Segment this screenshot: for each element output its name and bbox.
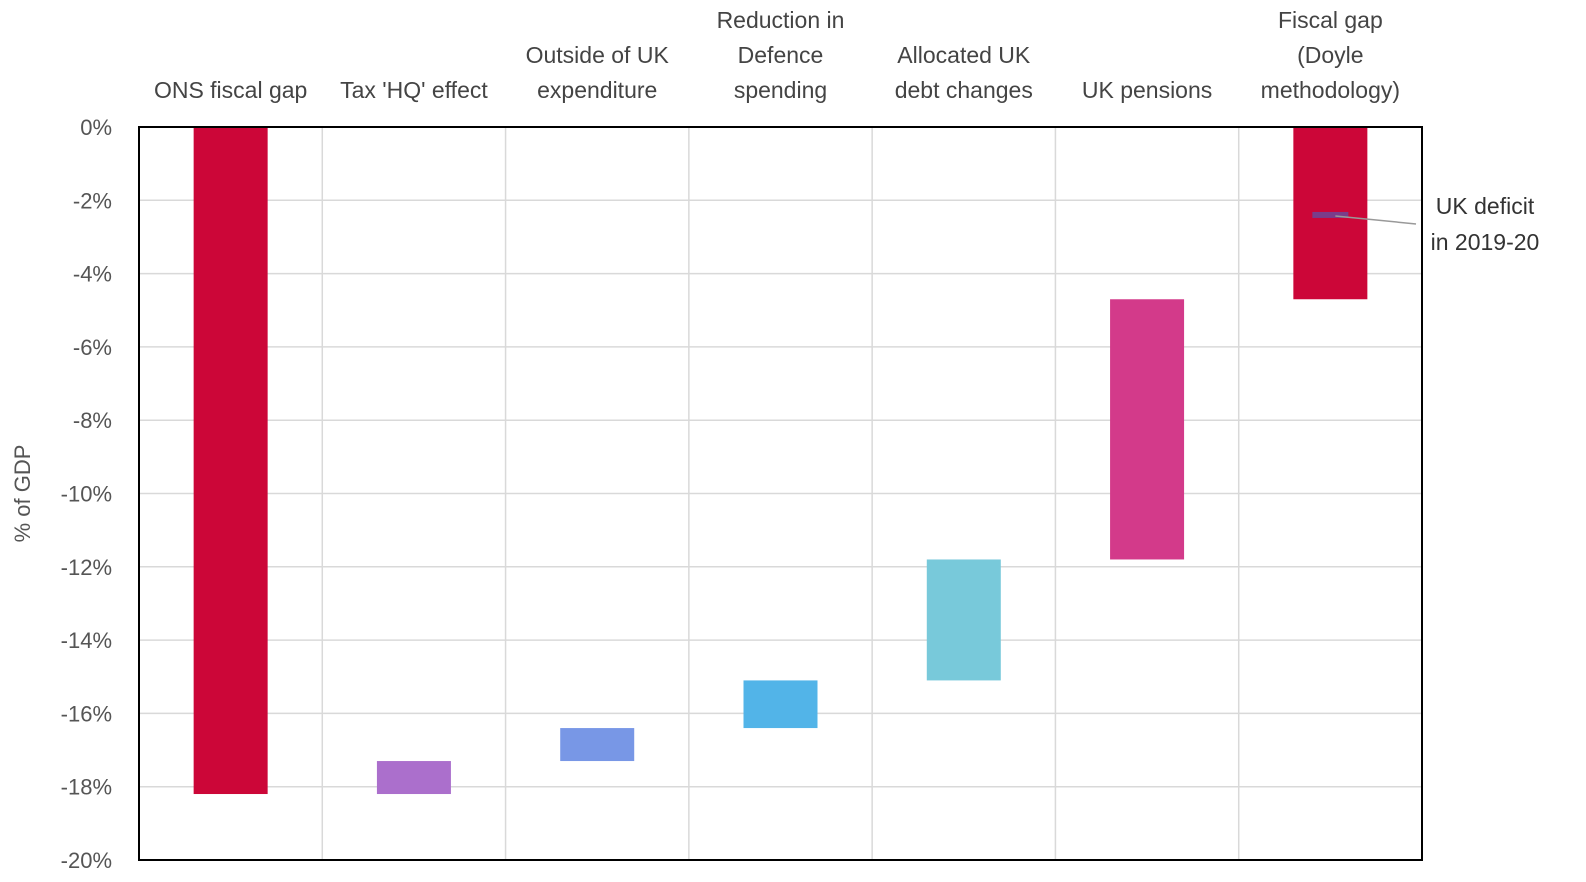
leader-line [1335, 215, 1417, 225]
category-label-line: Reduction in [717, 7, 845, 33]
y-tick-label: -12% [61, 555, 112, 580]
category-label-line: Tax 'HQ' effect [340, 77, 488, 103]
category-label-line: expenditure [537, 77, 657, 103]
deficit-annotation-label: UK deficit in 2019-20 [1431, 193, 1540, 255]
bar [376, 761, 451, 795]
y-tick-label: -16% [61, 701, 112, 726]
category-label: Outside of UK expenditure [526, 42, 670, 103]
y-tick-label: -14% [61, 628, 112, 653]
y-tick-labels: 0% -2% -4% -6% -8% -10% -12% -14% -16% -18% -20% [61, 115, 112, 873]
bar [1110, 299, 1185, 560]
category-label: Tax 'HQ' effect [340, 77, 488, 103]
category-label: Fiscal gap (Doyle methodology) [1261, 7, 1400, 103]
category-label: UK pensions [1082, 77, 1212, 103]
bars [193, 127, 1368, 795]
bar [193, 127, 268, 795]
category-label-line: methodology) [1261, 77, 1400, 103]
y-tick-label: -8% [73, 408, 112, 433]
y-tick-label: -2% [73, 188, 112, 213]
category-label-line: spending [734, 77, 827, 103]
annotation-line: in 2019-20 [1431, 229, 1540, 255]
category-label-line: Allocated UK [897, 42, 1031, 68]
bar [560, 728, 635, 762]
bar [743, 680, 818, 729]
bar [926, 559, 1001, 681]
category-label-line: Defence [738, 42, 824, 68]
annotation-line: UK deficit [1436, 193, 1535, 219]
y-tick-label: 0% [80, 115, 112, 140]
category-label: Allocated UK debt changes [895, 42, 1033, 103]
annotation: UK deficit in 2019-20 [1312, 193, 1539, 255]
y-axis-title: % of GDP [10, 445, 35, 543]
category-label-line: debt changes [895, 77, 1033, 103]
plot-frame [138, 126, 1423, 861]
y-tick-label: -18% [61, 775, 112, 800]
y-tick-label: -20% [61, 848, 112, 873]
y-tick-label: -10% [61, 482, 112, 507]
category-label-line: (Doyle [1297, 42, 1363, 68]
gridlines [139, 126, 1422, 861]
category-label-line: UK pensions [1082, 77, 1212, 103]
category-label: ONS fiscal gap [154, 77, 307, 103]
y-tick-label: -4% [73, 262, 112, 287]
y-tick-label: -6% [73, 335, 112, 360]
category-label-line: ONS fiscal gap [154, 77, 307, 103]
deficit-marker [1312, 211, 1349, 218]
category-labels: ONS fiscal gap Tax 'HQ' effect Outside of … [154, 7, 1400, 103]
category-label-line: Outside of UK [526, 42, 670, 68]
category-label-line: Fiscal gap [1278, 7, 1383, 33]
category-label: Reduction in Defence spending [717, 7, 845, 103]
